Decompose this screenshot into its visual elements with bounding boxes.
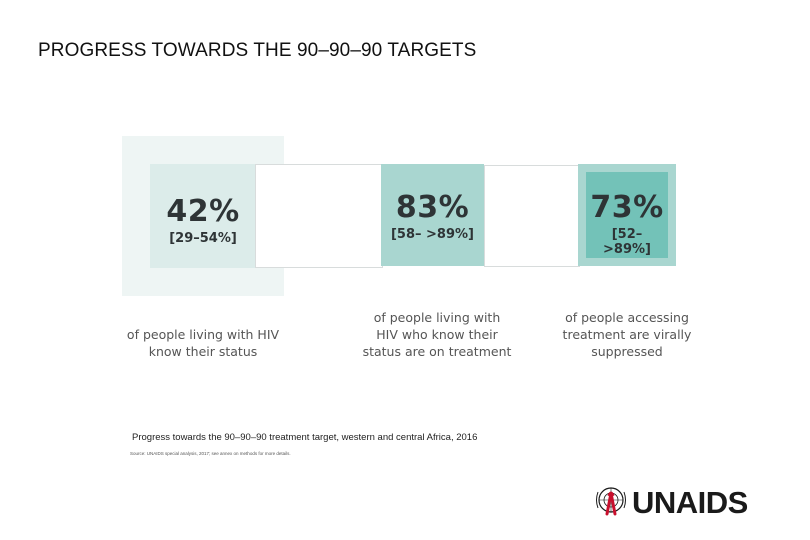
caption-line: status are on treatment xyxy=(362,344,512,359)
caption-line: HIV who know their xyxy=(376,327,498,342)
un-emblem-icon xyxy=(594,484,628,521)
caption-line: of people living with HIV xyxy=(126,327,280,342)
target-percent-2: 83% xyxy=(395,190,470,225)
target-caption-3: of people accessing treatment are virall… xyxy=(544,309,710,360)
figure-caption: Progress towards the 90–90–90 treatment … xyxy=(132,432,478,443)
target-range-2: [58– >89%] xyxy=(390,227,474,242)
caption-line: of people living with xyxy=(373,310,501,325)
target-range-1: [29–54%] xyxy=(169,231,237,246)
connector-1-2 xyxy=(255,164,383,268)
target-card-2: 83% [58– >89%] xyxy=(381,164,484,266)
caption-line: treatment are virally xyxy=(562,327,692,342)
connector-2-3 xyxy=(484,165,580,267)
target-card-1: 42% [29–54%] xyxy=(150,164,256,268)
caption-line: of people accessing xyxy=(565,310,689,325)
target-caption-2: of people living with HIV who know their… xyxy=(352,309,522,360)
unaids-logo: UNAIDS xyxy=(594,484,748,521)
target-range-3: [52– >89%] xyxy=(603,227,651,257)
source-note: Source: UNAIDS special analysis, 2017; s… xyxy=(130,451,291,456)
target-percent-3: 73% xyxy=(590,190,664,225)
logo-text: UNAIDS xyxy=(632,484,748,520)
slide-title: PROGRESS TOWARDS THE 90–90–90 TARGETS xyxy=(38,40,477,61)
caption-line: suppressed xyxy=(591,344,663,359)
target-caption-1: of people living with HIV know their sta… xyxy=(122,326,284,360)
target-percent-1: 42% xyxy=(166,194,240,229)
caption-line: know their status xyxy=(148,344,258,359)
target-card-3: 73% [52– >89%] xyxy=(586,172,668,258)
